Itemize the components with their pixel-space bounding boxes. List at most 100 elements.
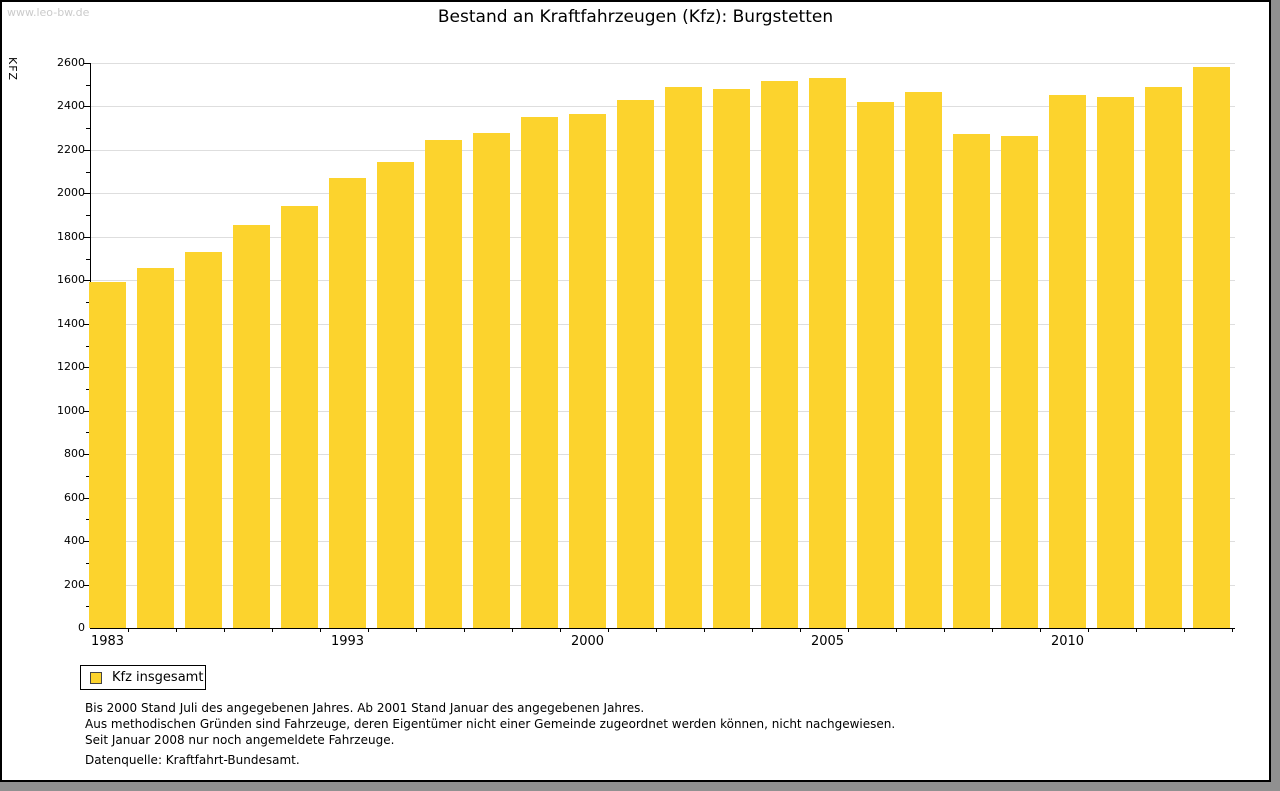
y-axis-tick-label: 1400 — [57, 317, 85, 330]
x-axis-tick — [320, 628, 321, 632]
x-axis-tick-label: 2000 — [570, 634, 605, 649]
gridline — [91, 150, 1235, 151]
plot-area: 0 200 400 600 800 1000 1200 1400 1600 1800 2000 220… — [57, 56, 1235, 649]
y-axis-tick — [84, 280, 90, 281]
y-axis-tick — [86, 346, 90, 347]
y-axis-tick-label: 1800 — [57, 230, 85, 243]
y-axis-tick — [86, 519, 90, 520]
y-axis-tick — [86, 172, 90, 173]
bar-2010 — [1049, 94, 1086, 628]
x-axis-tick — [1088, 628, 1089, 632]
footnote-line: Seit Januar 2008 nur noch angemeldete Fa… — [85, 733, 395, 747]
gridline — [91, 411, 1235, 412]
y-axis-tick — [86, 259, 90, 260]
gridline — [91, 454, 1235, 455]
x-axis-tick — [416, 628, 417, 632]
bar-2004 — [761, 81, 798, 628]
y-axis-tick — [84, 237, 90, 238]
y-axis-tick — [84, 324, 90, 325]
y-axis-tick-label: 0 — [78, 621, 85, 634]
gridline — [91, 193, 1235, 194]
y-axis-tick — [84, 411, 90, 412]
bar-2006 — [857, 102, 894, 628]
x-axis-tick — [464, 628, 465, 632]
y-axis-tick — [84, 498, 90, 499]
y-axis-tick-label: 2400 — [57, 99, 85, 112]
x-axis-tick — [704, 628, 705, 632]
bar-2002 — [665, 86, 702, 628]
y-axis-tick — [86, 476, 90, 477]
x-axis-tick — [1232, 628, 1233, 632]
bar-2007 — [905, 92, 942, 628]
y-axis-tick — [86, 563, 90, 564]
bar-1989 — [233, 224, 270, 628]
legend-swatch-icon — [90, 671, 102, 684]
y-axis-tick — [84, 541, 90, 542]
x-axis-tick — [560, 628, 561, 632]
y-axis-tick — [86, 606, 90, 607]
x-axis-tick — [1136, 628, 1137, 632]
watermark: www.leo-bw.de — [7, 6, 90, 19]
legend: Kfz insgesamt — [80, 665, 206, 690]
bar-2000 — [569, 114, 606, 628]
gridline — [91, 585, 1235, 586]
y-axis-tick-label: 800 — [64, 447, 85, 460]
x-axis-tick — [224, 628, 225, 632]
gridline — [91, 63, 1235, 64]
y-axis-tick — [84, 367, 90, 368]
bar-1985 — [137, 268, 174, 628]
y-axis-tick — [86, 215, 90, 216]
x-axis-tick — [608, 628, 609, 632]
bar-1993 — [329, 178, 366, 628]
y-axis-tick — [84, 150, 90, 151]
x-axis-tick — [944, 628, 945, 632]
y-axis-tick-label: 1200 — [57, 360, 85, 373]
x-axis-tick — [512, 628, 513, 632]
bar-1999 — [521, 117, 558, 628]
bar-1995 — [377, 161, 414, 628]
y-axis-tick — [86, 85, 90, 86]
bar-1987 — [185, 252, 222, 628]
gridline — [91, 237, 1235, 238]
footnote-line: Bis 2000 Stand Juli des angegebenen Jahr… — [85, 701, 645, 715]
y-axis-tick-label: 2000 — [57, 186, 85, 199]
gridline — [91, 280, 1235, 281]
bar-2003 — [713, 89, 750, 628]
y-axis-tick — [84, 193, 90, 194]
y-axis-tick — [84, 63, 90, 64]
bar-2011 — [1097, 96, 1134, 628]
bar-2013 — [1193, 67, 1230, 628]
gridline — [91, 541, 1235, 542]
y-axis-tick — [86, 128, 90, 129]
y-axis-tick — [84, 454, 90, 455]
legend-label: Kfz insgesamt — [112, 670, 204, 685]
bar-2001 — [617, 99, 654, 628]
y-axis-tick — [84, 106, 90, 107]
y-axis-tick-label: 1000 — [57, 404, 85, 417]
bar-2008 — [953, 133, 990, 628]
x-axis-tick-label: 1983 — [90, 634, 125, 649]
y-axis-tick-label: 600 — [64, 491, 85, 504]
bar-2012 — [1145, 86, 1182, 628]
footnote-line: Aus methodischen Gründen sind Fahrzeuge,… — [85, 717, 896, 731]
x-axis-tick-label: 2010 — [1050, 634, 1085, 649]
bar-1997 — [425, 140, 462, 628]
x-axis-tick — [896, 628, 897, 632]
bar-1998 — [473, 132, 510, 628]
gridline — [91, 498, 1235, 499]
x-axis-tick-label: 2005 — [810, 634, 845, 649]
x-axis-tick — [272, 628, 273, 632]
y-axis-tick — [86, 389, 90, 390]
bar-2009 — [1001, 135, 1038, 628]
x-axis-tick — [128, 628, 129, 632]
x-axis-tick — [800, 628, 801, 632]
gridline — [91, 106, 1235, 107]
page-title: Bestand an Kraftfahrzeugen (Kfz): Burgst… — [437, 7, 834, 27]
x-axis-tick — [368, 628, 369, 632]
x-axis-tick — [1040, 628, 1041, 632]
y-axis-label: KFZ — [6, 57, 19, 82]
x-axis-tick — [848, 628, 849, 632]
y-axis-tick-label: 2200 — [57, 143, 85, 156]
